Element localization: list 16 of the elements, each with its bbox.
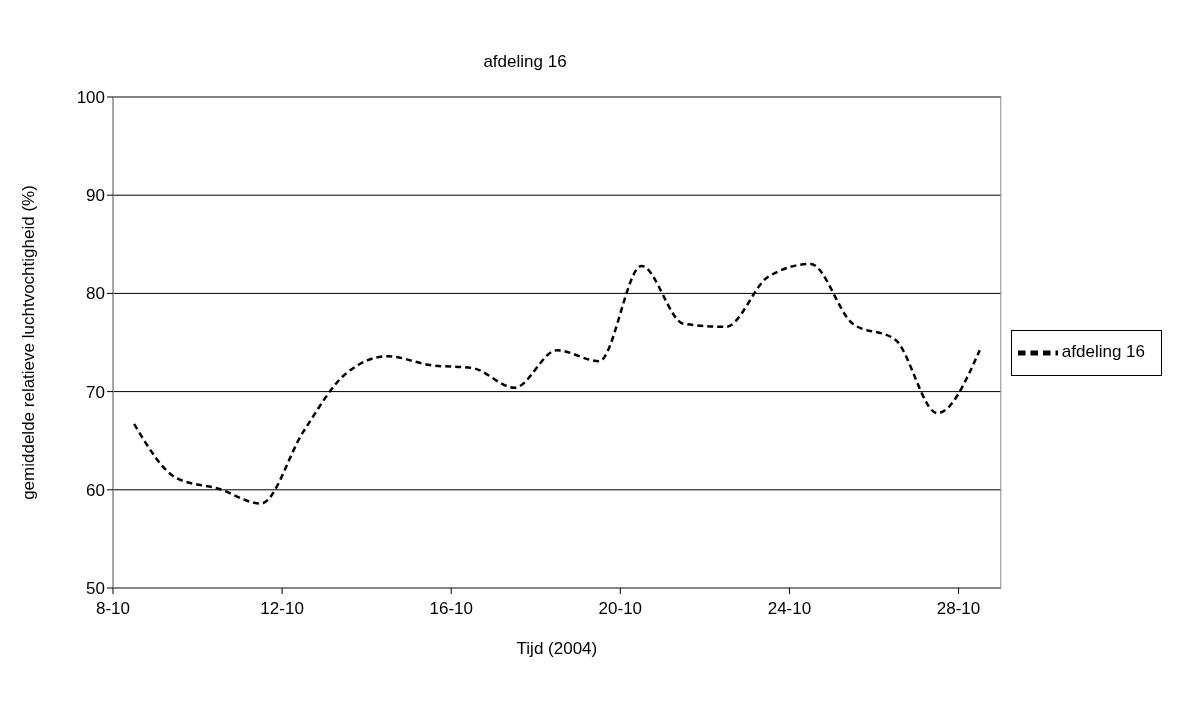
x-axis-title: Tijd (2004): [516, 639, 598, 658]
x-tick-label: 16-10: [429, 599, 473, 619]
legend-label: afdeling 16: [1061, 342, 1145, 362]
x-tick-label: 12-10: [260, 599, 304, 619]
y-tick-label: 80: [86, 284, 105, 304]
y-tick-label: 70: [86, 382, 105, 402]
y-tick-label: 60: [86, 480, 105, 500]
y-tick-label: 50: [86, 579, 105, 599]
x-tick-label: 20-10: [598, 599, 643, 619]
y-tick-label: 100: [76, 88, 105, 108]
x-tick-label: 8-10: [95, 599, 131, 619]
y-tick-label: 90: [86, 186, 105, 206]
chart-title: afdeling 16: [482, 52, 568, 72]
x-tick-label: 24-10: [767, 599, 812, 619]
x-tick-label: 28-10: [936, 599, 981, 619]
y-axis-title: gemiddelde relatieve luchtvochtigheid (%): [19, 185, 39, 500]
